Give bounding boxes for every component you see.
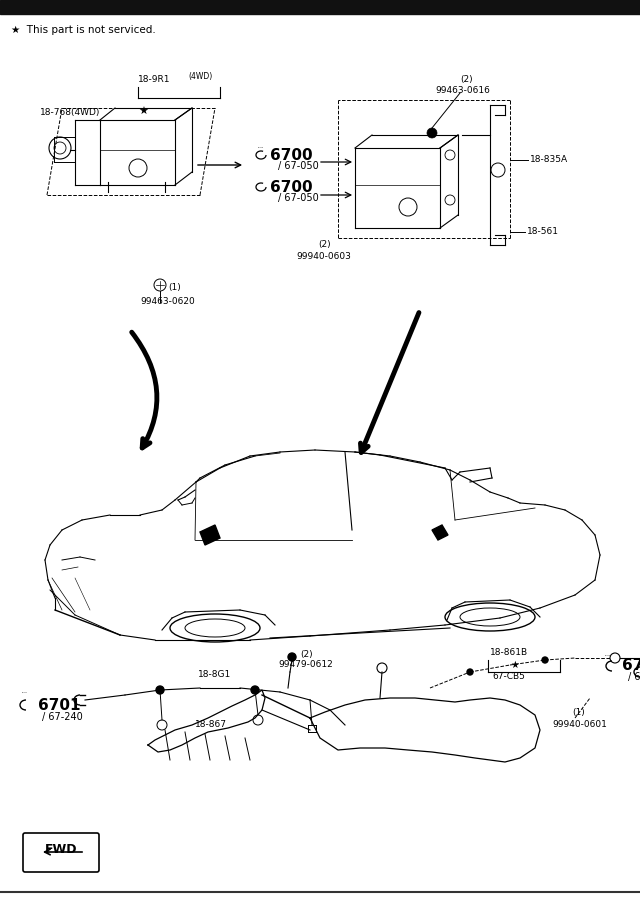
Text: 18-861B: 18-861B xyxy=(490,648,528,657)
Circle shape xyxy=(467,669,473,675)
Polygon shape xyxy=(200,525,220,545)
Text: 18-8G1: 18-8G1 xyxy=(198,670,231,679)
Circle shape xyxy=(288,653,296,661)
Text: FWD: FWD xyxy=(45,843,77,856)
Text: 6700: 6700 xyxy=(270,180,312,195)
FancyBboxPatch shape xyxy=(23,833,99,872)
Text: ↩ 6701: ↩ 6701 xyxy=(22,692,27,693)
Text: 99463-0616: 99463-0616 xyxy=(435,86,490,95)
Polygon shape xyxy=(432,525,448,540)
Text: ↩ 6700: ↩ 6700 xyxy=(258,147,263,149)
Text: ★  This part is not serviced.: ★ This part is not serviced. xyxy=(11,25,156,35)
Text: (1): (1) xyxy=(168,283,180,292)
Text: / 67-050: / 67-050 xyxy=(628,672,640,682)
Text: 6700: 6700 xyxy=(622,658,640,673)
Text: 18-835A: 18-835A xyxy=(530,155,568,164)
Text: 6700: 6700 xyxy=(270,148,312,163)
Text: / 67-050: / 67-050 xyxy=(278,193,319,203)
Text: 67-CB5: 67-CB5 xyxy=(492,672,525,681)
Text: 99463-0620: 99463-0620 xyxy=(140,297,195,306)
Text: ↩ 6700: ↩ 6700 xyxy=(605,655,610,656)
Text: / 67-240: / 67-240 xyxy=(42,712,83,722)
Circle shape xyxy=(542,657,548,663)
Text: 18-768(4WD): 18-768(4WD) xyxy=(40,108,100,117)
Text: 99940-0603: 99940-0603 xyxy=(296,252,351,261)
Text: 6701: 6701 xyxy=(38,698,81,713)
Text: 18-561: 18-561 xyxy=(527,227,559,236)
Text: (1): (1) xyxy=(572,708,585,717)
Text: ★: ★ xyxy=(138,107,148,117)
Circle shape xyxy=(251,686,259,694)
Text: / 67-050: / 67-050 xyxy=(278,161,319,171)
Circle shape xyxy=(156,686,164,694)
Text: (2): (2) xyxy=(318,240,331,249)
Bar xyxy=(0,0,640,14)
Text: (4WD): (4WD) xyxy=(188,72,212,81)
Text: (2): (2) xyxy=(300,650,312,659)
Text: (2): (2) xyxy=(460,75,472,84)
Text: 99479-0612: 99479-0612 xyxy=(278,660,333,669)
Text: 18-9R1: 18-9R1 xyxy=(138,75,170,84)
Text: 18-867: 18-867 xyxy=(195,720,227,729)
Circle shape xyxy=(427,128,437,138)
Text: ★: ★ xyxy=(510,660,519,670)
Text: 99940-0601: 99940-0601 xyxy=(552,720,607,729)
